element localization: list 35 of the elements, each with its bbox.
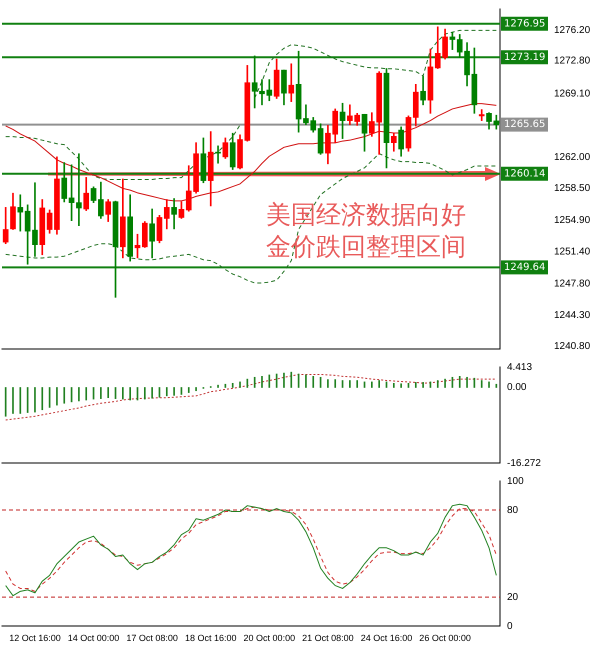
x-tick-label: 18 Oct 16:00 [184, 633, 236, 644]
annotation: 金价跌回整理区间 [266, 232, 466, 262]
y-tick-label: 1240.80 [554, 341, 591, 352]
x-tick-label: 12 Oct 16:00 [9, 633, 61, 644]
y-tick-label: 1254.90 [554, 215, 591, 226]
line-series [5, 374, 497, 420]
x-tick-label: 17 Oct 08:00 [126, 633, 178, 644]
y-tick-label: 1247.80 [554, 278, 591, 290]
ref-line-label: 1249.64 [504, 262, 546, 274]
y-tick-label: 1251.40 [554, 246, 591, 258]
candlestick [215, 146, 221, 164]
y-tick-label: 100 [507, 476, 524, 487]
x-tick-label: 24 Oct 16:00 [360, 633, 412, 644]
y-tick-label: 1244.30 [554, 310, 591, 321]
y-tick-label: 1258.50 [554, 183, 591, 194]
y-tick-label: 80 [507, 504, 519, 516]
x-tick-label: 26 Oct 00:00 [419, 633, 471, 644]
ref-line-label: 1260.14 [504, 168, 546, 180]
y-tick-label: 4.413 [507, 362, 532, 373]
y-tick-label: 1276.20 [554, 25, 591, 36]
ref-line-label: 1265.65 [504, 119, 546, 130]
y-tick-label: 20 [507, 592, 519, 603]
y-tick-label: 1269.10 [554, 88, 591, 100]
y-tick-label: 0.00 [507, 382, 527, 394]
annotation: 美国经济数据向好 [266, 200, 466, 230]
y-tick-label: 1262.00 [554, 152, 591, 163]
ref-line-label: 1273.19 [504, 52, 546, 63]
y-tick-label: 0 [507, 620, 513, 632]
y-tick-label: -16.272 [507, 458, 542, 469]
x-tick-label: 20 Oct 00:00 [244, 633, 296, 644]
x-tick-label: 14 Oct 00:00 [68, 633, 120, 644]
line-series [5, 153, 497, 284]
ref-line-label: 1276.95 [504, 18, 546, 30]
y-tick-label: 1272.80 [554, 56, 591, 67]
x-tick-label: 21 Oct 08:00 [302, 633, 354, 644]
